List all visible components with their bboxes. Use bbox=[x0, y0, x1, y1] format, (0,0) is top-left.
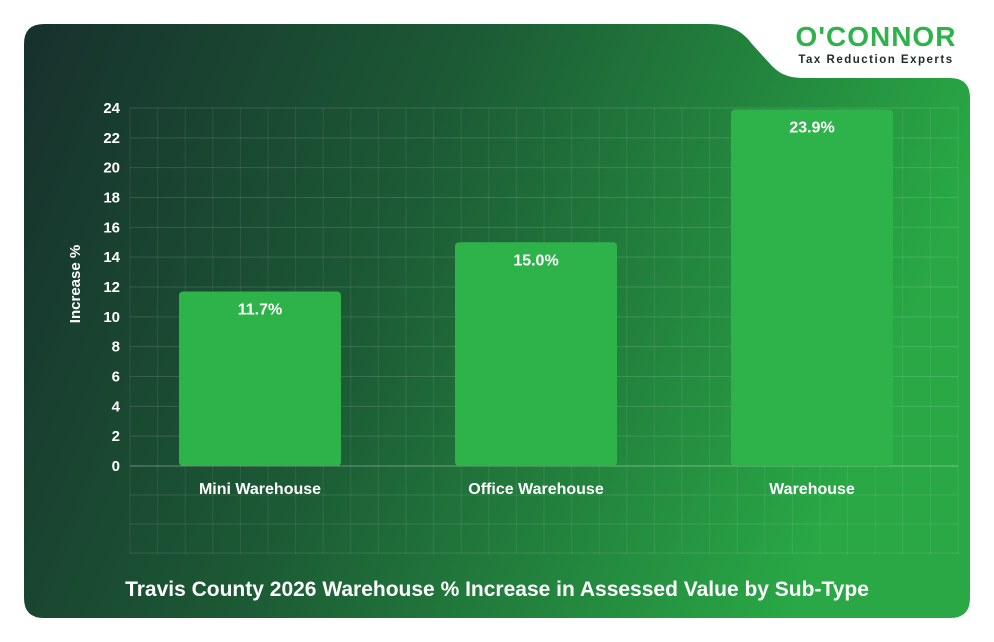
y-tick-label: 0 bbox=[112, 458, 120, 475]
x-tick-label: Office Warehouse bbox=[468, 481, 604, 498]
labels: 11.7% Mini Warehouse 15.0% Office Warehouse… bbox=[199, 119, 855, 498]
x-tick-label: Mini Warehouse bbox=[199, 481, 321, 498]
y-tick-label: 18 bbox=[103, 190, 120, 207]
brand-logo: O'CONNOR Tax Reduction Experts bbox=[776, 22, 976, 67]
brand-tagline: Tax Reduction Experts bbox=[798, 54, 954, 66]
y-tick-label: 4 bbox=[112, 398, 121, 415]
bar-warehouse bbox=[731, 109, 893, 466]
y-tick-label: 8 bbox=[112, 339, 120, 356]
y-tick-label: 12 bbox=[103, 279, 120, 296]
data-label: 23.9% bbox=[789, 119, 834, 136]
bar-mini-warehouse bbox=[179, 291, 341, 466]
y-tick-label: 14 bbox=[103, 249, 120, 266]
data-label: 15.0% bbox=[513, 252, 558, 269]
y-tick-label: 2 bbox=[112, 428, 120, 445]
brand-name: O'CONNOR bbox=[795, 21, 957, 52]
y-tick-label: 10 bbox=[103, 309, 120, 326]
y-tick-label: 16 bbox=[103, 219, 120, 236]
chart-title: Travis County 2026 Warehouse % Increase … bbox=[125, 578, 869, 601]
y-tick-label: 24 bbox=[103, 100, 120, 117]
y-axis-label: Increase % bbox=[67, 245, 84, 323]
data-label: 11.7% bbox=[238, 301, 282, 318]
y-tick-label: 22 bbox=[103, 130, 120, 147]
bars bbox=[179, 109, 893, 466]
bar-office-warehouse bbox=[455, 242, 617, 466]
y-tick-label: 20 bbox=[103, 160, 120, 177]
x-tick-label: Warehouse bbox=[769, 481, 855, 498]
y-tick-label: 6 bbox=[112, 369, 120, 386]
